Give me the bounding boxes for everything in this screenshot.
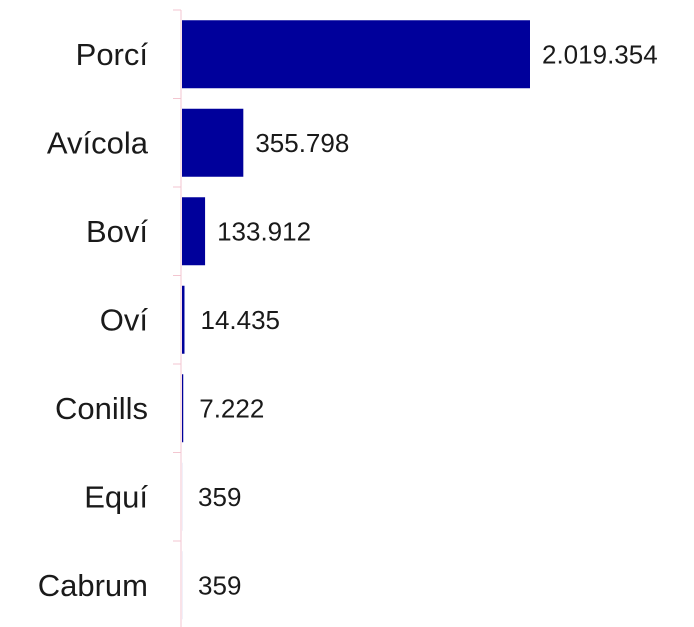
category-label: Avícola <box>47 125 149 160</box>
value-labels: 2.019.354 355.798 133.912 14.435 7.222 359 359 <box>198 39 658 600</box>
category-label: Porcí <box>76 37 149 72</box>
y-axis <box>173 9 182 627</box>
category-label: Boví <box>86 214 148 249</box>
bar-2 <box>182 197 206 266</box>
category-label: Oví <box>100 302 149 337</box>
value-label: 133.912 <box>217 216 311 246</box>
value-label: 7.222 <box>199 393 264 423</box>
category-label: Conills <box>55 391 148 426</box>
bar-1 <box>182 108 244 177</box>
category-label: Cabrum <box>38 568 148 603</box>
value-label: 355.798 <box>255 128 349 158</box>
bar-0 <box>182 20 530 89</box>
value-label: 2.019.354 <box>542 39 658 69</box>
bar-4 <box>182 374 184 443</box>
category-labels: Porcí Avícola Boví Oví Conills Equí Cabrum <box>38 37 149 603</box>
bar-3 <box>182 285 185 354</box>
bars <box>182 20 530 620</box>
value-label: 359 <box>198 482 241 512</box>
value-label: 359 <box>198 570 241 600</box>
value-label: 14.435 <box>200 305 280 335</box>
category-label: Equí <box>84 479 148 514</box>
